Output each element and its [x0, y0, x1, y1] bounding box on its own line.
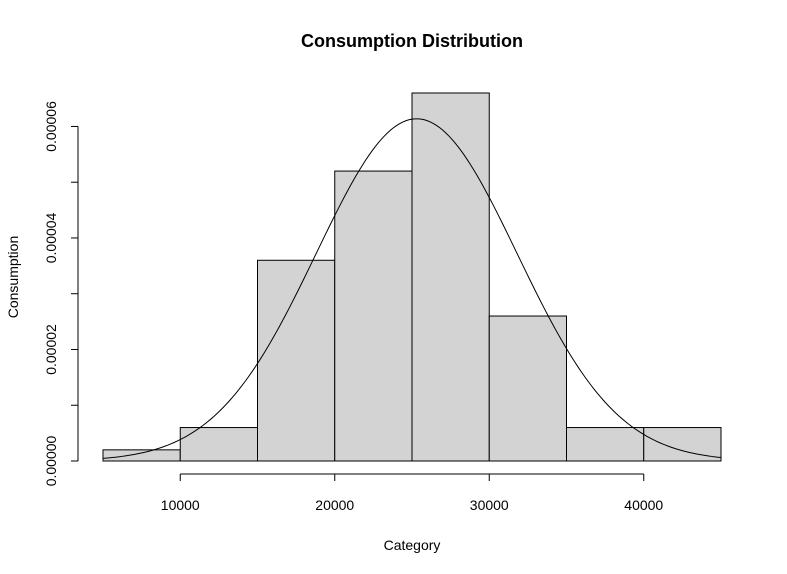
y-axis: 0.00000 0.00002 0.00004 0.00006: [43, 101, 79, 486]
x-axis-label: Category: [384, 537, 441, 553]
x-axis: 10000 20000 30000 40000: [161, 473, 663, 513]
histogram-bar-3: [257, 259, 336, 462]
histogram-bar-1: [102, 449, 181, 462]
chart-title: Consumption Distribution: [301, 31, 523, 51]
y-tick-label-7: 0.00006: [43, 101, 59, 152]
histogram-bar-5: [411, 92, 490, 462]
y-tick-label-5: 0.00004: [43, 212, 59, 263]
y-tick-label-3: 0.00002: [43, 324, 59, 375]
density-curve: [102, 118, 722, 459]
y-tick-label-1: 0.00000: [43, 435, 59, 486]
x-tick-label-4: 40000: [624, 497, 663, 513]
x-tick-label-2: 20000: [315, 497, 354, 513]
histogram-bar-4: [334, 170, 413, 462]
x-tick-label-1: 10000: [161, 497, 200, 513]
x-tick-label-3: 30000: [470, 497, 509, 513]
bars-group: [102, 92, 722, 462]
y-axis-label: Consumption: [5, 236, 21, 319]
histogram-bar-7: [566, 427, 645, 462]
histogram-bar-8: [643, 427, 722, 462]
histogram-bar-2: [179, 427, 258, 462]
histogram-bar-6: [488, 315, 567, 462]
